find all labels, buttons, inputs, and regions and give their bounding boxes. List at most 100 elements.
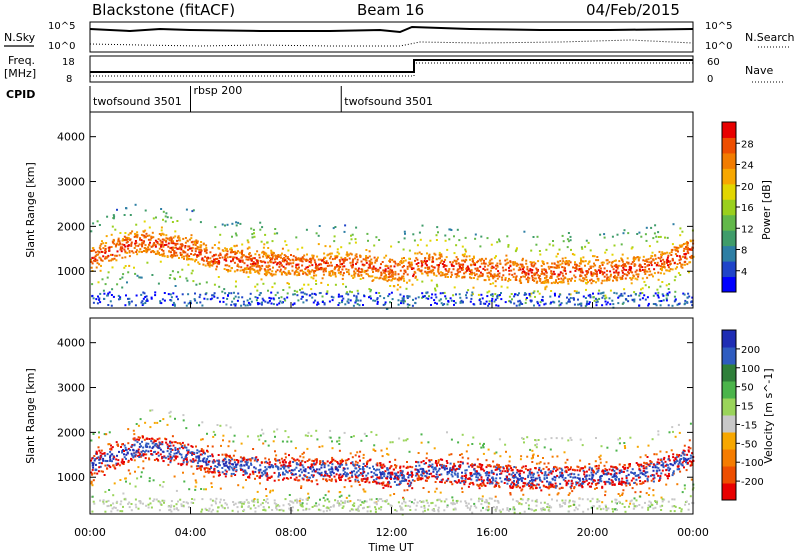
data-pixel [233,270,236,273]
data-pixel [521,303,524,305]
data-pixel [141,250,143,253]
data-pixel [209,251,212,254]
data-pixel [666,236,669,239]
data-pixel [662,462,665,465]
data-pixel [176,247,179,250]
data-pixel [226,256,229,259]
data-pixel [258,253,261,256]
data-pixel [567,232,570,234]
data-pixel [357,469,360,472]
data-pixel [508,460,511,463]
data-pixel [422,261,425,264]
data-pixel [194,292,196,295]
data-pixel [384,303,387,306]
data-pixel [387,472,389,475]
data-pixel [618,463,621,466]
data-pixel [625,261,628,264]
data-pixel [590,265,593,268]
data-pixel [682,292,685,295]
data-pixel [636,233,639,235]
data-pixel [578,278,581,281]
data-pixel [250,462,252,465]
data-pixel [172,240,174,243]
data-pixel [372,465,374,468]
data-pixel [95,450,98,453]
data-pixel [534,479,537,482]
data-pixel [435,283,438,286]
data-pixel [623,506,626,508]
data-pixel [585,479,588,482]
data-pixel [310,474,313,477]
data-pixel [492,277,495,280]
data-pixel [402,260,405,263]
data-pixel [571,253,574,256]
data-pixel [562,279,565,282]
data-pixel [666,269,669,272]
data-pixel [459,454,462,456]
data-pixel [660,256,663,259]
data-pixel [103,452,106,455]
data-pixel [343,431,346,434]
data-pixel [369,289,372,291]
data-pixel [312,475,315,478]
data-pixel [148,226,151,229]
data-pixel [160,241,163,244]
data-pixel [233,458,236,461]
data-pixel [155,216,157,219]
data-pixel [217,260,220,262]
data-pixel [102,457,105,460]
data-pixel [574,263,576,266]
data-pixel [552,244,555,247]
data-pixel [315,279,317,282]
data-pixel [367,472,370,475]
data-pixel [337,265,340,268]
data-pixel [428,469,431,472]
data-pixel [634,257,637,260]
data-pixel [617,271,620,274]
data-pixel [329,471,332,474]
data-pixel [115,259,118,262]
data-pixel [678,259,681,262]
data-pixel [491,295,494,298]
data-pixel [395,464,398,467]
data-pixel [281,301,284,304]
data-pixel [443,303,446,306]
data-pixel [626,466,629,469]
data-pixel [184,246,187,249]
data-pixel [160,302,163,305]
data-pixel [674,435,677,438]
data-pixel [162,210,165,213]
data-pixel [369,295,372,298]
data-pixel [580,260,582,263]
data-pixel [631,276,634,279]
data-pixel [668,459,671,462]
data-pixel [358,270,360,273]
data-pixel [330,478,333,481]
data-pixel [464,236,467,239]
data-pixel [487,276,490,279]
data-pixel [261,297,264,300]
data-pixel [559,263,562,266]
data-pixel [124,477,127,480]
data-pixel [494,468,497,471]
data-pixel [177,271,180,274]
data-pixel [102,255,105,258]
data-pixel [204,250,206,253]
data-pixel [203,475,206,478]
data-pixel [425,475,428,478]
data-pixel [565,484,568,487]
data-pixel [270,249,273,252]
data-pixel [328,274,331,277]
data-pixel [97,446,100,449]
data-pixel [556,265,559,268]
data-pixel [281,473,284,476]
data-pixel [167,455,170,458]
data-pixel [138,436,141,439]
data-pixel [137,450,139,453]
data-pixel [461,433,464,436]
data-pixel [303,292,306,295]
data-pixel [246,256,249,259]
data-pixel [472,260,474,263]
data-pixel [154,291,157,294]
data-pixel [135,294,138,297]
